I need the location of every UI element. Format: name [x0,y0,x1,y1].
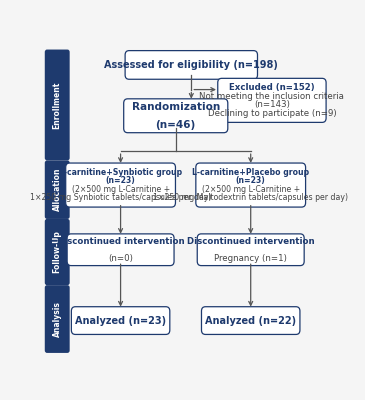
FancyBboxPatch shape [196,163,306,207]
FancyBboxPatch shape [67,234,174,266]
FancyBboxPatch shape [201,307,300,334]
FancyBboxPatch shape [72,307,170,334]
Text: 1×250 mg Maltodextrin tablets/capsules per day): 1×250 mg Maltodextrin tablets/capsules p… [153,193,348,202]
FancyBboxPatch shape [218,78,326,122]
Text: Randomization: Randomization [132,102,220,112]
Text: Pregnancy (n=1): Pregnancy (n=1) [214,254,287,262]
Text: (n=46): (n=46) [155,120,196,130]
Text: Not meeting the inclusion criteria: Not meeting the inclusion criteria [200,92,344,101]
Text: Discontinued intervention: Discontinued intervention [57,237,184,246]
FancyBboxPatch shape [197,234,304,266]
Text: Discontinued intervention: Discontinued intervention [187,237,315,246]
Text: L-carnitine+Synbiotic group: L-carnitine+Synbiotic group [59,168,182,177]
Text: Declining to participate (n=9): Declining to participate (n=9) [208,109,336,118]
FancyBboxPatch shape [45,160,70,219]
Text: Assessed for eligibility (n=198): Assessed for eligibility (n=198) [104,60,278,70]
Text: 1×250 mg Synbiotic tablets/capsules per day): 1×250 mg Synbiotic tablets/capsules per … [30,193,211,202]
Text: (n=23): (n=23) [236,176,266,185]
Text: Analyzed (n=22): Analyzed (n=22) [205,316,296,326]
Text: Excluded (n=152): Excluded (n=152) [229,83,315,92]
Text: (2×500 mg L-Carnitine +: (2×500 mg L-Carnitine + [201,185,300,194]
FancyBboxPatch shape [66,163,176,207]
Text: L-carnitine+Placebo group: L-carnitine+Placebo group [192,168,309,177]
Text: Analyzed (n=23): Analyzed (n=23) [75,316,166,326]
Text: Allocation: Allocation [53,168,62,212]
Text: (2×500 mg L-Carnitine +: (2×500 mg L-Carnitine + [72,185,170,194]
FancyBboxPatch shape [45,50,70,160]
Text: (n=143): (n=143) [254,100,290,109]
FancyBboxPatch shape [45,219,70,285]
FancyBboxPatch shape [124,99,228,133]
FancyBboxPatch shape [125,51,257,79]
Text: Analysis: Analysis [53,301,62,337]
Text: Enrollment: Enrollment [53,81,62,129]
FancyBboxPatch shape [45,285,70,353]
Text: Follow-Up: Follow-Up [53,231,62,274]
Text: (n=0): (n=0) [108,254,133,262]
Text: (n=23): (n=23) [106,176,135,185]
